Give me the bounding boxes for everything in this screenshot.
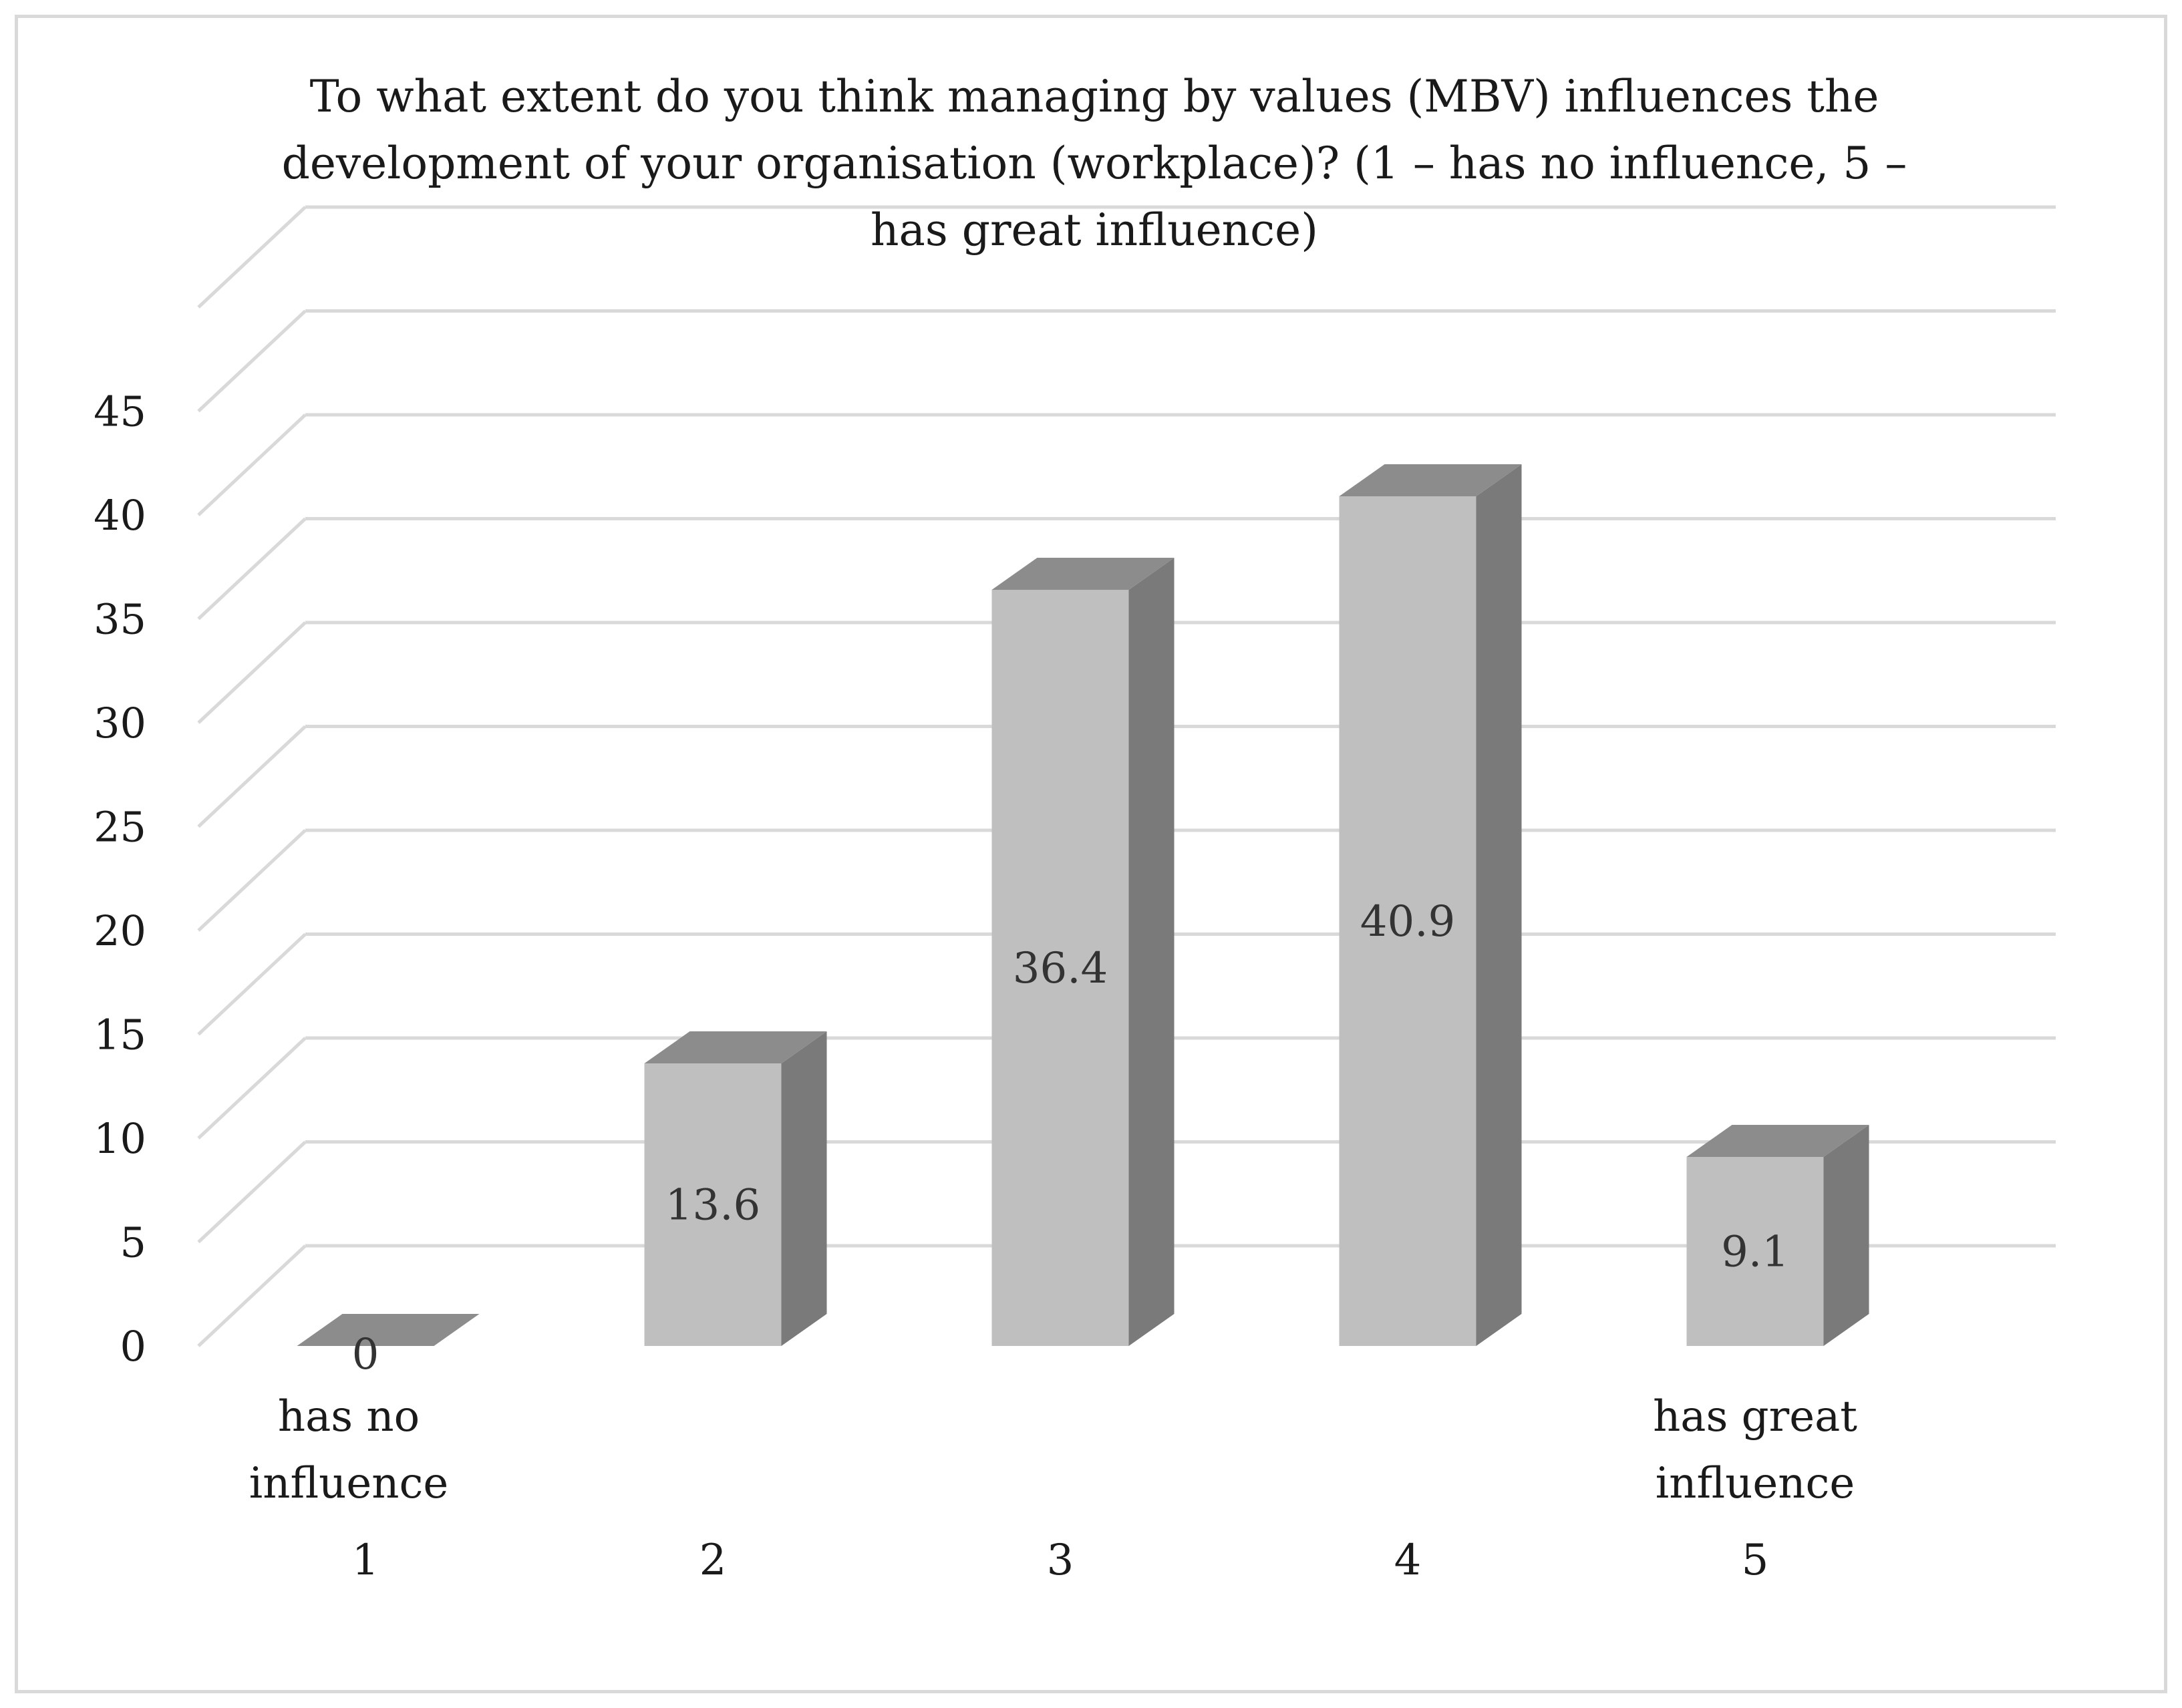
bar-5 xyxy=(1686,1124,1869,1346)
bar-top xyxy=(1686,1124,1869,1157)
y-axis-ticks: 0 5 10 15 20 25 30 35 40 45 xyxy=(94,387,146,1371)
bar-2 xyxy=(644,1031,827,1346)
bar-side xyxy=(1476,464,1522,1346)
y-tick-label: 5 xyxy=(120,1218,146,1267)
chart-title-line: has great influence) xyxy=(871,204,1318,256)
category-note: influence xyxy=(249,1459,448,1508)
y-tick-label: 10 xyxy=(94,1114,146,1163)
y-tick-label: 30 xyxy=(94,699,146,747)
bar-front xyxy=(1686,1156,1824,1346)
data-label: 13.6 xyxy=(665,1181,761,1230)
chart-title: To what extent do you think managing by … xyxy=(282,71,1907,256)
category-notes: has no influence has great influence xyxy=(249,1392,1857,1508)
bar-front xyxy=(1339,496,1476,1346)
x-axis-categories: 1 2 3 4 5 xyxy=(352,1536,1769,1585)
chart-title-line: To what extent do you think managing by … xyxy=(310,71,1879,122)
category-note: has no xyxy=(278,1392,420,1441)
category-note: has great xyxy=(1653,1392,1857,1441)
bar-front xyxy=(644,1063,782,1346)
gridline-diagonal xyxy=(197,309,307,413)
data-labels: 0 13.6 36.4 40.9 9.1 xyxy=(352,897,1789,1379)
gridline-diagonal xyxy=(197,517,307,621)
bar-3 xyxy=(991,557,1175,1347)
x-tick-label: 5 xyxy=(1742,1536,1769,1585)
gridline-diagonal xyxy=(197,1244,307,1347)
chart-title-line: development of your organisation (workpl… xyxy=(282,138,1907,189)
gridline-diagonal xyxy=(197,725,307,828)
y-tick-label: 20 xyxy=(94,906,146,955)
data-label: 0 xyxy=(352,1330,379,1379)
bar-chart: To what extent do you think managing by … xyxy=(94,71,2056,1585)
x-tick-label: 1 xyxy=(352,1536,379,1585)
x-tick-label: 2 xyxy=(699,1536,727,1585)
x-tick-label: 3 xyxy=(1047,1536,1074,1585)
bar-side xyxy=(781,1031,827,1346)
x-tick-label: 4 xyxy=(1394,1536,1422,1585)
y-tick-label: 0 xyxy=(120,1322,146,1371)
gridline-diagonal xyxy=(197,829,307,932)
gridlines xyxy=(197,205,2056,1347)
y-tick-label: 40 xyxy=(94,491,146,540)
bar-top xyxy=(297,1314,480,1346)
data-label: 9.1 xyxy=(1721,1227,1789,1276)
bar-top xyxy=(644,1031,827,1064)
y-tick-label: 45 xyxy=(94,387,146,436)
bar-front xyxy=(991,589,1129,1347)
bar-side xyxy=(1823,1124,1869,1346)
y-tick-label: 35 xyxy=(94,595,146,644)
bar-1 xyxy=(297,1314,480,1346)
gridline-diagonal xyxy=(197,932,307,1036)
y-tick-label: 25 xyxy=(94,803,146,852)
bar-4 xyxy=(1339,464,1522,1346)
gridline-diagonal xyxy=(197,1140,307,1244)
bar-top xyxy=(991,557,1175,590)
bars xyxy=(297,464,1869,1347)
category-note: influence xyxy=(1656,1459,1855,1508)
bar-top xyxy=(1339,464,1522,497)
bar-side xyxy=(1128,557,1175,1347)
y-tick-label: 15 xyxy=(94,1011,146,1059)
gridline-diagonal xyxy=(197,206,307,309)
data-label: 40.9 xyxy=(1360,897,1456,947)
data-label: 36.4 xyxy=(1013,944,1108,993)
gridline-diagonal xyxy=(197,1037,307,1140)
gridline-diagonal xyxy=(197,621,307,724)
chart-frame: To what extent do you think managing by … xyxy=(15,15,2167,1693)
gridline-diagonal xyxy=(197,413,307,516)
